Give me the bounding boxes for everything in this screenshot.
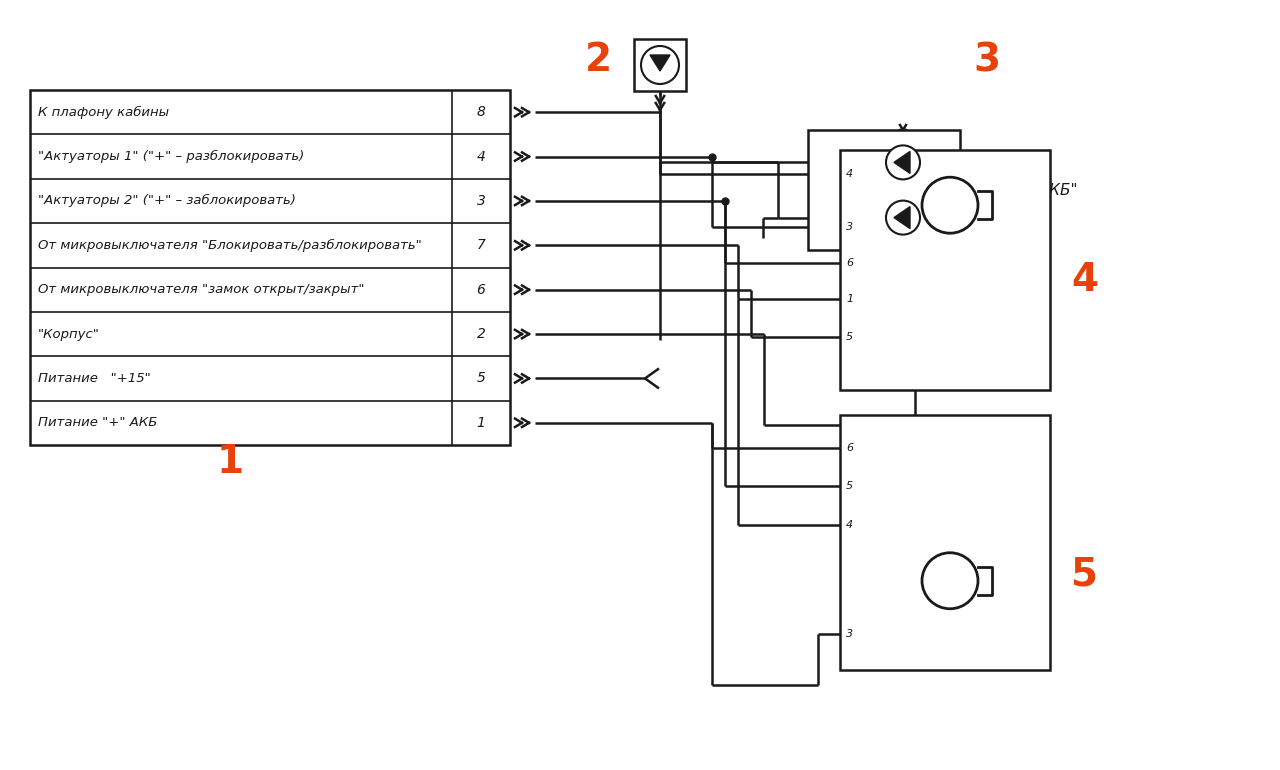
Text: 6: 6 (846, 258, 854, 268)
Text: "Корпус": "Корпус" (38, 327, 100, 340)
Text: 2: 2 (476, 327, 485, 341)
Text: К плафону кабины: К плафону кабины (38, 105, 169, 119)
Polygon shape (650, 55, 669, 71)
Text: 5: 5 (476, 371, 485, 386)
Bar (29, 90, 509, 445)
Text: 4: 4 (476, 149, 485, 163)
Text: 3: 3 (846, 629, 854, 639)
Text: 1: 1 (476, 416, 485, 430)
Bar (840, 150, 1050, 390)
Text: Питание   "+15": Питание "+15" (38, 372, 151, 385)
Polygon shape (893, 206, 910, 229)
Circle shape (886, 201, 920, 235)
Text: 1: 1 (216, 443, 243, 481)
Text: 3: 3 (973, 41, 1001, 79)
Text: Питание "+" АКБ: Питание "+" АКБ (38, 417, 157, 430)
Text: 7: 7 (476, 238, 485, 253)
Text: 4: 4 (1071, 261, 1098, 299)
Text: 5: 5 (846, 332, 854, 342)
Circle shape (886, 146, 920, 179)
Text: "+АКБ": "+АКБ" (1020, 182, 1079, 197)
Bar (840, 415, 1050, 670)
Text: 3: 3 (846, 222, 854, 232)
Text: 1: 1 (846, 294, 854, 304)
Bar (808, 130, 960, 250)
Text: 8: 8 (476, 105, 485, 119)
Text: От микровыключателя "Блокировать/разблокировать": От микровыключателя "Блокировать/разблок… (38, 239, 421, 252)
Text: От микровыключателя "замок открыт/закрыт": От микровыключателя "замок открыт/закрыт… (38, 283, 365, 296)
Text: "Актуаторы 2" ("+" – заблокировать): "Актуаторы 2" ("+" – заблокировать) (38, 194, 296, 207)
Text: 6: 6 (476, 283, 485, 296)
Text: 6: 6 (846, 444, 854, 454)
Polygon shape (893, 152, 910, 173)
Text: 4: 4 (846, 169, 854, 179)
Text: "Актуаторы 1" ("+" – разблокировать): "Актуаторы 1" ("+" – разблокировать) (38, 150, 305, 163)
Bar (634, 39, 686, 91)
Text: 2: 2 (585, 41, 612, 79)
Circle shape (922, 553, 978, 609)
Text: 5: 5 (846, 481, 854, 491)
Text: 3: 3 (476, 194, 485, 208)
Text: 5: 5 (1071, 556, 1098, 594)
Text: 4: 4 (846, 520, 854, 530)
Circle shape (641, 46, 678, 84)
Circle shape (922, 177, 978, 233)
